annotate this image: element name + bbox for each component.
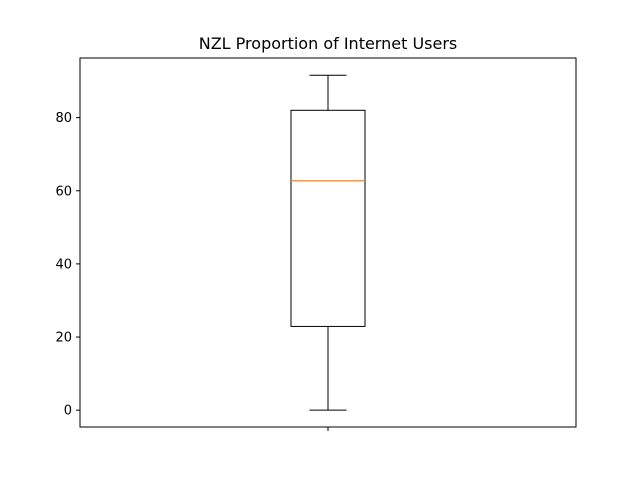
y-tick-label: 0: [64, 404, 72, 419]
y-axis: 0 20 40 60 80: [55, 111, 80, 419]
iqr-box: [290, 109, 366, 327]
y-tick-label: 20: [55, 331, 72, 346]
chart-title: NZL Proportion of Internet Users: [199, 34, 458, 53]
y-tick-label: 60: [55, 184, 72, 199]
y-tick-label: 40: [55, 257, 72, 272]
y-tick-label: 80: [55, 111, 72, 126]
box-series: [290, 74, 366, 411]
box-plots: [290, 74, 366, 411]
